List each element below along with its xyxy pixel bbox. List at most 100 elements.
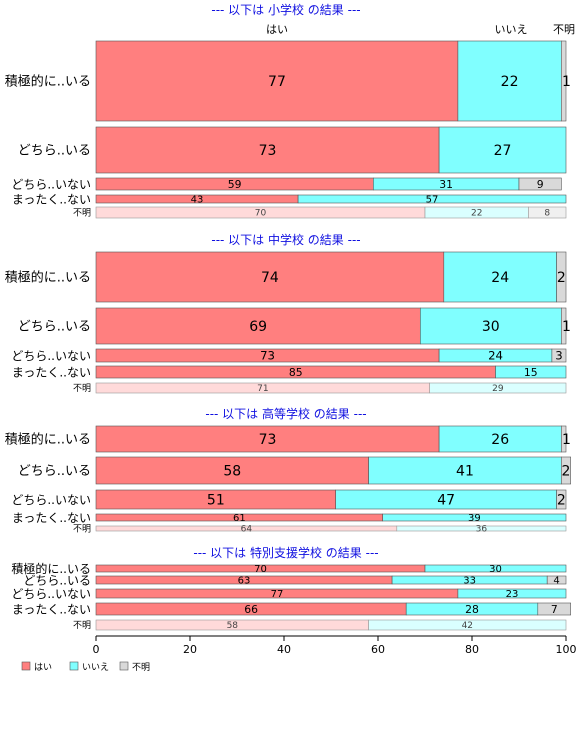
- row-label-2-1: どちら..いる: [18, 464, 91, 479]
- bar-value-label-0-2-1: 31: [439, 178, 453, 191]
- bar-segment-1-4-1: [429, 382, 567, 394]
- bar-segment-1-1-1: [419, 307, 562, 345]
- bar-value-label-2-1-2: 2: [562, 464, 571, 480]
- bar-value-label-1-0-1: 24: [491, 270, 509, 286]
- bar-segment-2-0-2: [560, 425, 567, 453]
- bar-segment-3-1-2: [546, 575, 567, 585]
- bar-value-label-0-3-1: 57: [426, 195, 439, 206]
- bar-value-label-0-3-0: 43: [191, 195, 204, 206]
- bar-segment-2-1-2: [560, 456, 571, 485]
- bar-value-label-1-1-1: 30: [482, 319, 500, 335]
- bar-segment-1-0-0: [95, 251, 445, 303]
- bar-segment-3-2-1: [457, 588, 567, 599]
- row-label-2-0: 積極的に..いる: [5, 432, 91, 448]
- bar-value-label-2-2-1: 47: [437, 493, 455, 509]
- bar-segment-3-0-1: [424, 564, 567, 573]
- legend-label-1: いいえ: [82, 662, 109, 673]
- row-label-3-0: 積極的に..いる: [11, 561, 91, 576]
- row-label-0-4: 不明: [73, 208, 91, 219]
- row-label-1-3: まったく..ない: [12, 365, 91, 379]
- legend-swatch-1: [69, 661, 79, 671]
- bar-value-label-0-1-0: 73: [259, 143, 277, 159]
- bar-value-label-1-0-2: 2: [557, 270, 566, 286]
- row-label-2-4: 不明: [73, 524, 91, 535]
- column-label-0: はい: [266, 23, 288, 36]
- bar-value-label-3-1-2: 4: [553, 576, 559, 587]
- bar-value-label-3-2-0: 77: [271, 589, 284, 600]
- bar-value-label-2-3-1: 39: [468, 513, 481, 524]
- row-label-0-1: どちら..いる: [18, 144, 91, 159]
- bar-segment-0-1-1: [438, 126, 567, 174]
- bar-value-label-2-4-1: 36: [476, 525, 488, 535]
- bar-segment-2-0-1: [438, 425, 562, 453]
- row-label-0-2: どちら..いない: [11, 177, 91, 191]
- bar-value-label-2-3-0: 61: [233, 513, 246, 524]
- bar-segment-0-3-1: [297, 194, 567, 204]
- x-axis-tick-label-4: 80: [465, 643, 479, 656]
- bar-value-label-1-1-2: 1: [562, 319, 571, 335]
- x-axis-tick-label-3: 60: [371, 643, 385, 656]
- panel-title-0: --- 以下は 小学校 の結果 ---: [211, 2, 360, 17]
- bar-value-label-1-2-0: 73: [260, 349, 275, 363]
- bar-value-label-0-4-2: 8: [544, 209, 550, 219]
- bar-value-label-0-1-1: 27: [494, 143, 512, 159]
- bar-value-label-2-2-0: 51: [207, 493, 225, 509]
- bar-segment-1-0-1: [443, 251, 557, 303]
- bar-value-label-3-3-0: 66: [244, 603, 258, 616]
- bar-segment-0-2-2: [518, 177, 562, 191]
- bar-segment-0-0-2: [560, 40, 567, 122]
- column-label-1: いいえ: [495, 23, 528, 36]
- bar-value-label-2-2-2: 2: [557, 493, 566, 509]
- bar-value-label-3-2-1: 23: [506, 589, 519, 600]
- bar-value-label-1-3-1: 15: [524, 366, 538, 379]
- bar-segment-2-4-1: [396, 525, 567, 532]
- bar-segment-2-2-2: [556, 489, 567, 510]
- panel-title-1: --- 以下は 中学校 の結果 ---: [211, 232, 360, 247]
- legend-label-0: はい: [34, 662, 52, 673]
- bar-value-label-0-0-2: 1: [562, 74, 571, 90]
- bar-value-label-1-0-0: 74: [261, 270, 279, 286]
- bar-segment-2-1-0: [95, 456, 369, 485]
- row-label-1-2: どちら..いない: [11, 349, 91, 363]
- bar-value-label-0-4-0: 70: [255, 209, 267, 219]
- panel-title-3: --- 以下は 特別支援学校 の結果 ---: [193, 545, 378, 560]
- bar-value-label-3-0-0: 70: [254, 564, 267, 575]
- legend-swatch-0: [21, 661, 31, 671]
- bar-segment-2-3-1: [382, 513, 567, 522]
- bar-value-label-2-1-1: 41: [456, 464, 474, 480]
- bar-segment-1-3-1: [495, 365, 567, 379]
- x-axis-tick-label-1: 20: [183, 643, 197, 656]
- legend-label-2: 不明: [132, 662, 150, 673]
- bar-value-label-2-0-1: 26: [491, 432, 509, 448]
- bar-value-label-2-1-0: 58: [223, 464, 241, 480]
- bar-segment-1-1-0: [95, 307, 421, 345]
- bar-value-label-3-0-1: 30: [489, 564, 502, 575]
- bar-value-label-3-1-1: 33: [463, 576, 476, 587]
- bar-segment-1-0-2: [556, 251, 567, 303]
- row-label-1-4: 不明: [73, 383, 91, 394]
- bar-value-label-2-0-2: 1: [562, 432, 571, 448]
- bar-segment-3-3-2: [537, 602, 571, 616]
- bar-value-label-1-2-2: 3: [555, 349, 562, 363]
- bar-value-label-3-1-0: 63: [238, 576, 251, 587]
- bar-segment-0-4-2: [528, 206, 567, 219]
- bar-value-label-0-0-0: 77: [268, 74, 286, 90]
- bar-segment-0-0-1: [457, 40, 562, 122]
- bar-value-label-3-3-1: 28: [465, 603, 479, 616]
- bar-value-label-1-3-0: 85: [289, 366, 303, 379]
- x-axis-tick-label-2: 40: [277, 643, 291, 656]
- row-label-0-0: 積極的に..いる: [5, 74, 91, 90]
- x-axis-tick-label-5: 100: [556, 643, 577, 656]
- bar-value-label-1-1-0: 69: [249, 319, 267, 335]
- panel-title-2: --- 以下は 高等学校 の結果 ---: [205, 406, 366, 421]
- row-label-0-3: まったく..ない: [12, 192, 91, 206]
- bar-value-label-1-4-1: 29: [492, 384, 504, 394]
- legend-swatch-2: [119, 661, 129, 671]
- bar-value-label-3-3-2: 7: [551, 603, 558, 616]
- bar-segment-1-1-2: [560, 307, 567, 345]
- row-label-2-3: まったく..ない: [12, 511, 91, 525]
- bar-value-label-0-2-2: 9: [537, 178, 544, 191]
- bar-value-label-3-4-1: 42: [462, 621, 473, 631]
